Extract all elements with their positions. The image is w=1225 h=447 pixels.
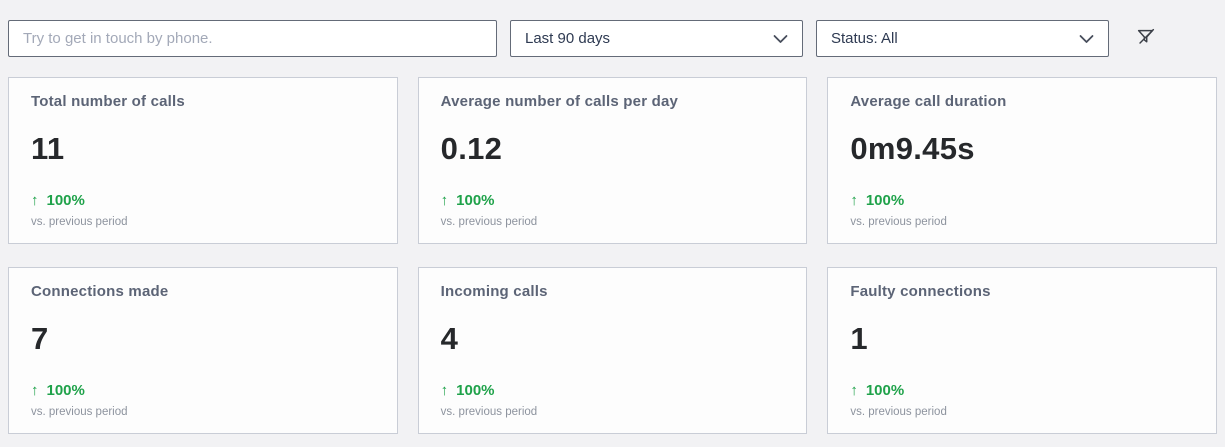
trend-percent: 100% (46, 192, 85, 209)
card-trend: ↑ 100% (441, 382, 785, 399)
card-title: Incoming calls (440, 283, 548, 300)
card-value: 0m9.45s (850, 131, 975, 166)
chevron-down-icon (1079, 34, 1094, 44)
stat-card-avg-calls-per-day: Average number of calls per day 0.12 ↑ 1… (417, 77, 808, 244)
card-trend: ↑ 100% (441, 192, 785, 209)
card-title: Connections made (31, 283, 169, 300)
filter-remove-icon (1135, 26, 1157, 51)
call-stats-dashboard: Last 90 days Status: All (8, 20, 1217, 434)
trend-percent: 100% (865, 192, 905, 209)
trend-up-arrow-icon: ↑ (850, 192, 858, 209)
filter-bar: Last 90 days Status: All (8, 20, 1217, 57)
card-comparison: vs. previous period (440, 406, 538, 418)
card-trend: ↑ 100% (850, 382, 1194, 399)
stat-card-total-calls: Total number of calls 11 ↑ 100% vs. prev… (8, 77, 398, 244)
trend-percent: 100% (456, 382, 495, 399)
clear-filters-button[interactable] (1130, 23, 1162, 55)
card-trend: ↑ 100% (31, 382, 375, 399)
date-range-value: Last 90 days (525, 30, 611, 47)
trend-percent: 100% (46, 382, 85, 399)
card-value: 11 (31, 131, 65, 166)
card-title: Average call duration (850, 93, 1007, 110)
stat-cards-grid: Total number of calls 11 ↑ 100% vs. prev… (8, 77, 1217, 434)
search-input[interactable] (8, 20, 497, 57)
card-value: 4 (440, 321, 459, 356)
trend-up-arrow-icon: ↑ (440, 382, 449, 399)
trend-percent: 100% (865, 382, 905, 399)
date-range-select[interactable]: Last 90 days (510, 20, 803, 57)
stat-card-faulty-connections: Faulty connections 1 ↑ 100% vs. previous… (827, 267, 1217, 434)
card-trend: ↑ 100% (850, 192, 1194, 209)
stat-card-connections-made: Connections made 7 ↑ 100% vs. previous p… (8, 267, 398, 434)
trend-up-arrow-icon: ↑ (31, 382, 39, 399)
card-comparison: vs. previous period (850, 216, 947, 228)
card-value: 7 (31, 321, 49, 356)
card-title: Total number of calls (31, 93, 185, 110)
card-title: Faulty connections (850, 283, 991, 300)
card-comparison: vs. previous period (31, 406, 128, 418)
status-value: Status: All (831, 30, 898, 47)
trend-up-arrow-icon: ↑ (850, 382, 858, 399)
card-comparison: vs. previous period (850, 406, 947, 418)
card-comparison: vs. previous period (440, 216, 538, 228)
status-select[interactable]: Status: All (816, 20, 1109, 57)
stat-card-incoming-calls: Incoming calls 4 ↑ 100% vs. previous per… (417, 267, 808, 434)
chevron-down-icon (773, 34, 788, 44)
card-value: 0.12 (440, 131, 503, 166)
card-comparison: vs. previous period (31, 216, 128, 228)
trend-up-arrow-icon: ↑ (440, 192, 449, 209)
card-trend: ↑ 100% (31, 192, 375, 209)
trend-percent: 100% (456, 192, 495, 209)
stat-card-avg-call-duration: Average call duration 0m9.45s ↑ 100% vs.… (827, 77, 1217, 244)
card-title: Average number of calls per day (440, 93, 679, 110)
card-value: 1 (850, 321, 868, 356)
trend-up-arrow-icon: ↑ (31, 192, 39, 209)
